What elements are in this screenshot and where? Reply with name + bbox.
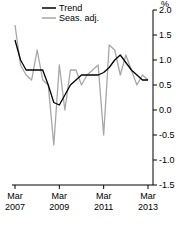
legend-label: Trend: [59, 3, 82, 13]
y-tick: [153, 185, 157, 186]
y-tick: [153, 160, 157, 161]
y-tick-label: 1.0: [159, 55, 172, 65]
x-tick-label-line: 2007: [5, 202, 25, 212]
x-tick-label-line: 2013: [138, 202, 158, 212]
x-tick-label-line: Mar: [140, 191, 156, 201]
x-axis: [12, 185, 153, 186]
legend-swatch: [42, 17, 56, 19]
x-tick-label-line: 2011: [94, 202, 113, 212]
x-tick-label-line: Mar: [96, 191, 112, 201]
x-tick-label: Mar2009: [49, 191, 69, 212]
y-tick-label: -0.5: [159, 130, 175, 140]
y-tick: [153, 35, 157, 36]
y-tick: [153, 135, 157, 136]
x-tick: [59, 185, 60, 189]
series-line: [15, 25, 148, 145]
series-line: [15, 40, 148, 105]
plot-area: [15, 25, 148, 145]
y-tick: [153, 110, 157, 111]
y-tick-label: -1.0: [159, 155, 175, 165]
x-tick-label: Mar2011: [94, 191, 113, 212]
legend-label: Seas. adj.: [59, 13, 99, 23]
x-tick: [103, 185, 104, 189]
y-tick-label: 0.5: [159, 80, 172, 90]
legend-swatch: [42, 7, 56, 9]
y-axis: [153, 10, 154, 185]
chart: -1.5-1.0-0.50.00.51.01.52.0%Mar2007Mar20…: [0, 0, 181, 231]
y-tick: [153, 85, 157, 86]
y-tick-label: 1.5: [159, 30, 172, 40]
x-tick-label-line: Mar: [7, 191, 23, 201]
y-tick: [153, 10, 157, 11]
x-tick: [15, 185, 16, 189]
x-tick-label: Mar2007: [5, 191, 25, 212]
y-tick-label: 0.0: [159, 105, 172, 115]
x-tick-label: Mar2013: [138, 191, 158, 212]
y-axis-label: %: [161, 0, 169, 9]
x-tick: [148, 185, 149, 189]
y-tick: [153, 60, 157, 61]
x-tick-label-line: Mar: [52, 191, 68, 201]
x-tick-label-line: 2009: [49, 202, 69, 212]
y-tick-label: -1.5: [159, 180, 175, 190]
